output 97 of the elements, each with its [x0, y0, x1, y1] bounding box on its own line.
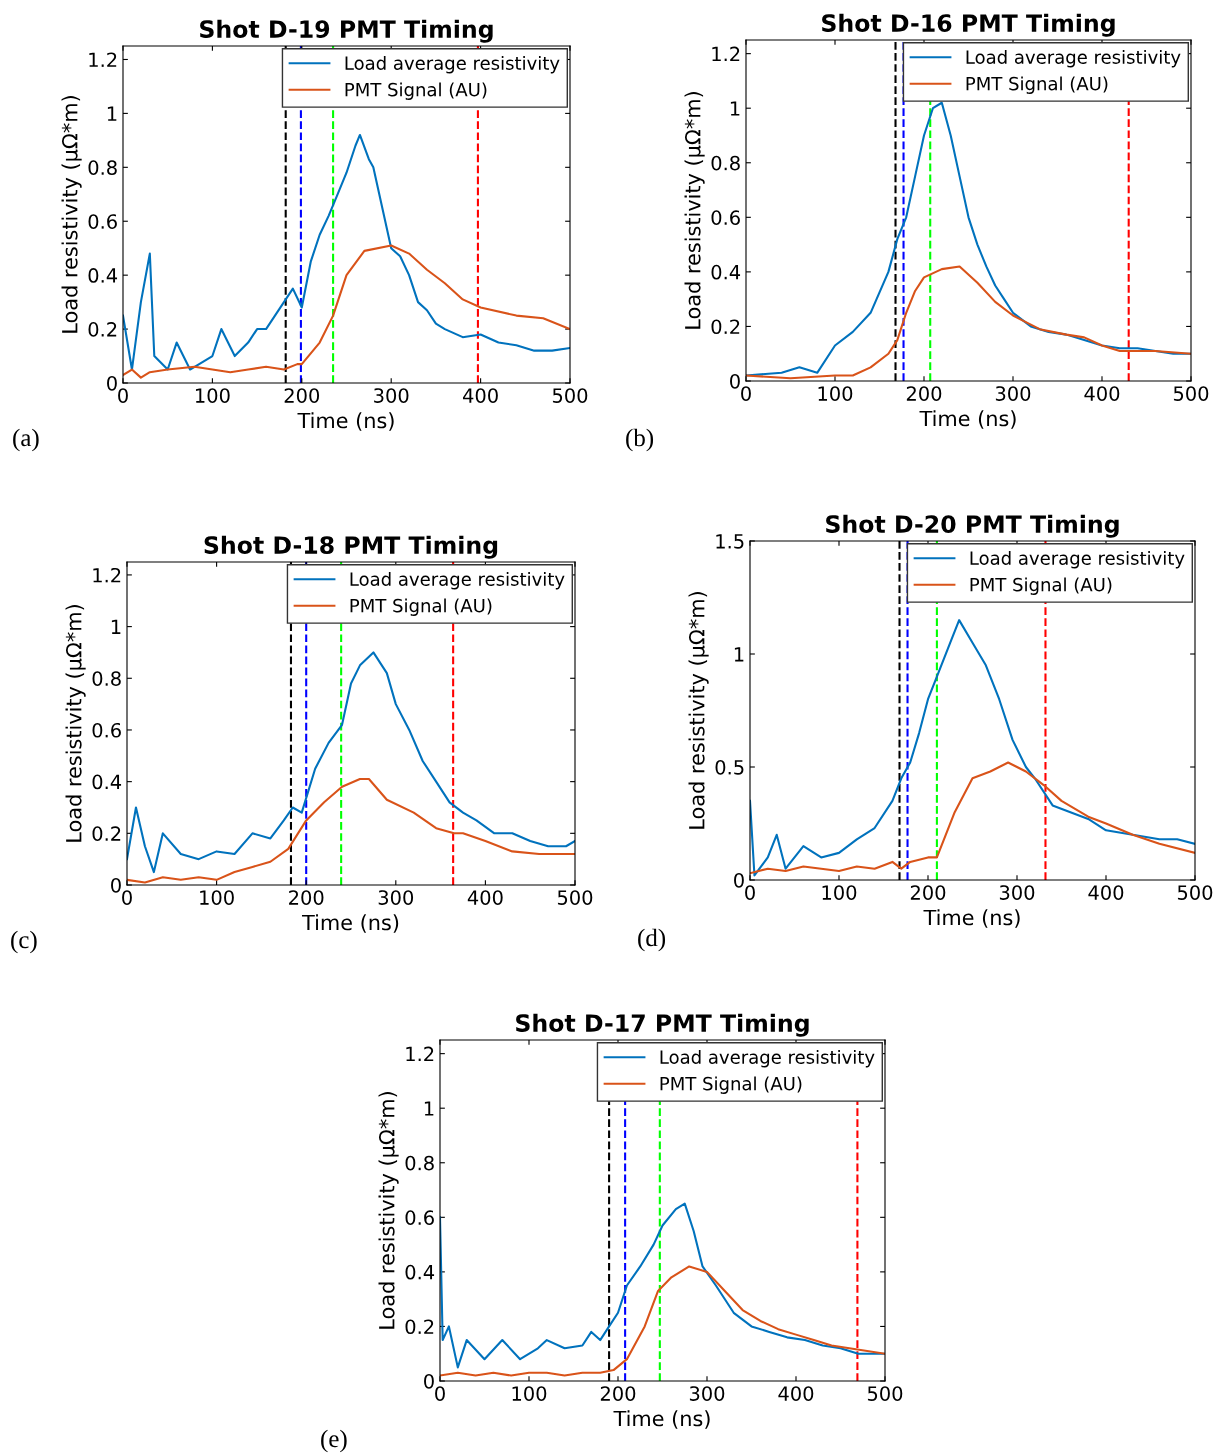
- text: (d): [638, 928, 666, 952]
- x-tick-label: 100: [195, 388, 230, 403]
- y-axis-title: Load resistivity (μΩ*m): [684, 92, 705, 329]
- x-tick-label: 400: [778, 1386, 814, 1401]
- x-tick-label: 200: [284, 388, 320, 403]
- y-tick-label: 1.5: [716, 534, 744, 549]
- x-axis-title: Time (ns): [613, 1410, 710, 1429]
- x-tick-label: 400: [1084, 386, 1120, 401]
- y-tick-label: 0.6: [711, 210, 740, 225]
- text: (a): [13, 428, 39, 452]
- y-tick-label: 0: [730, 373, 740, 389]
- y-tick-label: 0.8: [92, 671, 121, 686]
- x-tick-label: 300: [999, 885, 1035, 900]
- x-tick-label: 500: [557, 890, 593, 905]
- line-series: [750, 619, 1195, 877]
- legend-label: PMT Signal (AU): [966, 76, 1108, 94]
- y-tick-label: 1: [424, 1101, 434, 1116]
- y-axis-title: Load resistivity (μΩ*m): [65, 605, 86, 842]
- x-tick-label: 500: [552, 388, 588, 403]
- y-tick-label: 0.4: [711, 264, 741, 280]
- x-tick-label: 400: [462, 388, 498, 403]
- x-tick-label: 300: [374, 388, 409, 403]
- line-series: [123, 133, 570, 371]
- y-tick-label: 0.5: [715, 759, 744, 775]
- chart-title: Shot D-20 PMT Timing: [826, 514, 1119, 538]
- y-axis-title: Load resistivity (μΩ*m): [378, 1092, 399, 1329]
- y-tick-label: 1.2: [712, 46, 740, 62]
- y-tick-label: 0.2: [711, 319, 740, 335]
- x-axis-title: Time (ns): [919, 410, 1016, 429]
- chart-title: Shot D-18 PMT Timing: [204, 535, 498, 559]
- x-tick-label: 300: [689, 1386, 725, 1401]
- x-tick-label: 100: [200, 890, 234, 905]
- line-series: [750, 761, 1195, 875]
- y-tick-label: 0.6: [405, 1210, 434, 1225]
- legend-label: PMT Signal (AU): [660, 1076, 802, 1094]
- y-tick-label: 1: [107, 106, 117, 121]
- x-tick-label: 100: [818, 386, 853, 401]
- x-axis-title: Time (ns): [297, 412, 394, 431]
- y-tick-label: 0.8: [405, 1155, 434, 1171]
- x-tick-label: 500: [1177, 885, 1213, 900]
- x-tick-label: 300: [995, 386, 1031, 401]
- x-tick-label: 200: [600, 1386, 636, 1401]
- y-tick-label: 0.6: [92, 722, 121, 738]
- x-axis-title: Time (ns): [923, 909, 1020, 928]
- legend-label: PMT Signal (AU): [970, 577, 1112, 595]
- text: (c): [11, 930, 37, 954]
- line-series: [440, 1202, 885, 1369]
- line-series: [127, 651, 575, 874]
- y-tick-label: 0: [734, 872, 744, 888]
- line-series: [746, 101, 1191, 377]
- legend-label: PMT Signal (AU): [350, 598, 492, 616]
- x-tick-label: 0: [122, 890, 132, 905]
- x-tick-label: 400: [1088, 885, 1124, 900]
- chart-title: Shot D-19 PMT Timing: [200, 19, 493, 43]
- legend-label: PMT Signal (AU): [345, 82, 487, 100]
- legend-label: Load average resistivity: [970, 550, 1185, 569]
- y-tick-label: 0.4: [88, 268, 118, 283]
- legend-label: Load average resistivity: [966, 49, 1181, 68]
- x-tick-label: 200: [906, 386, 942, 401]
- y-axis-title: Load resistivity (μΩ*m): [61, 96, 82, 333]
- line-series: [440, 1265, 885, 1377]
- x-tick-label: 400: [467, 890, 503, 905]
- text: (b): [626, 428, 654, 452]
- x-tick-label: 500: [867, 1386, 903, 1401]
- y-tick-label: 0.4: [405, 1264, 435, 1280]
- y-tick-label: 0.2: [405, 1319, 434, 1335]
- y-tick-label: 0.2: [88, 322, 117, 337]
- y-tick-label: 0.8: [711, 155, 740, 171]
- y-tick-label: 1: [730, 101, 740, 116]
- legend-label: Load average resistivity: [345, 55, 560, 74]
- legend-label: Load average resistivity: [350, 571, 565, 590]
- y-tick-label: 0: [107, 375, 117, 391]
- y-tick-label: 0.6: [88, 214, 117, 229]
- legend-label: Load average resistivity: [660, 1049, 875, 1068]
- y-tick-label: 1.2: [93, 567, 121, 583]
- chart-title: Shot D-17 PMT Timing: [516, 1013, 809, 1037]
- line-series: [123, 244, 570, 379]
- x-tick-label: 0: [745, 885, 755, 900]
- x-tick-label: 200: [910, 885, 946, 900]
- x-tick-label: 100: [822, 885, 857, 900]
- x-tick-label: 100: [512, 1386, 547, 1401]
- x-tick-label: 0: [435, 1386, 445, 1401]
- y-tick-label: 1: [111, 619, 121, 634]
- y-tick-label: 0.4: [92, 774, 122, 790]
- x-axis-title: Time (ns): [301, 914, 399, 933]
- x-tick-label: 200: [289, 890, 324, 905]
- y-tick-label: 0.2: [92, 826, 121, 841]
- y-tick-label: 0: [424, 1373, 434, 1389]
- y-tick-label: 1: [734, 647, 744, 662]
- y-tick-label: 1.2: [406, 1046, 434, 1062]
- y-tick-label: 0.8: [88, 160, 117, 175]
- y-tick-label: 1.2: [89, 52, 117, 67]
- x-tick-label: 300: [378, 890, 414, 905]
- chart-title: Shot D-16 PMT Timing: [822, 13, 1115, 37]
- text: (e): [321, 1429, 347, 1453]
- y-axis-title: Load resistivity (μΩ*m): [688, 592, 709, 829]
- x-tick-label: 500: [1173, 386, 1209, 401]
